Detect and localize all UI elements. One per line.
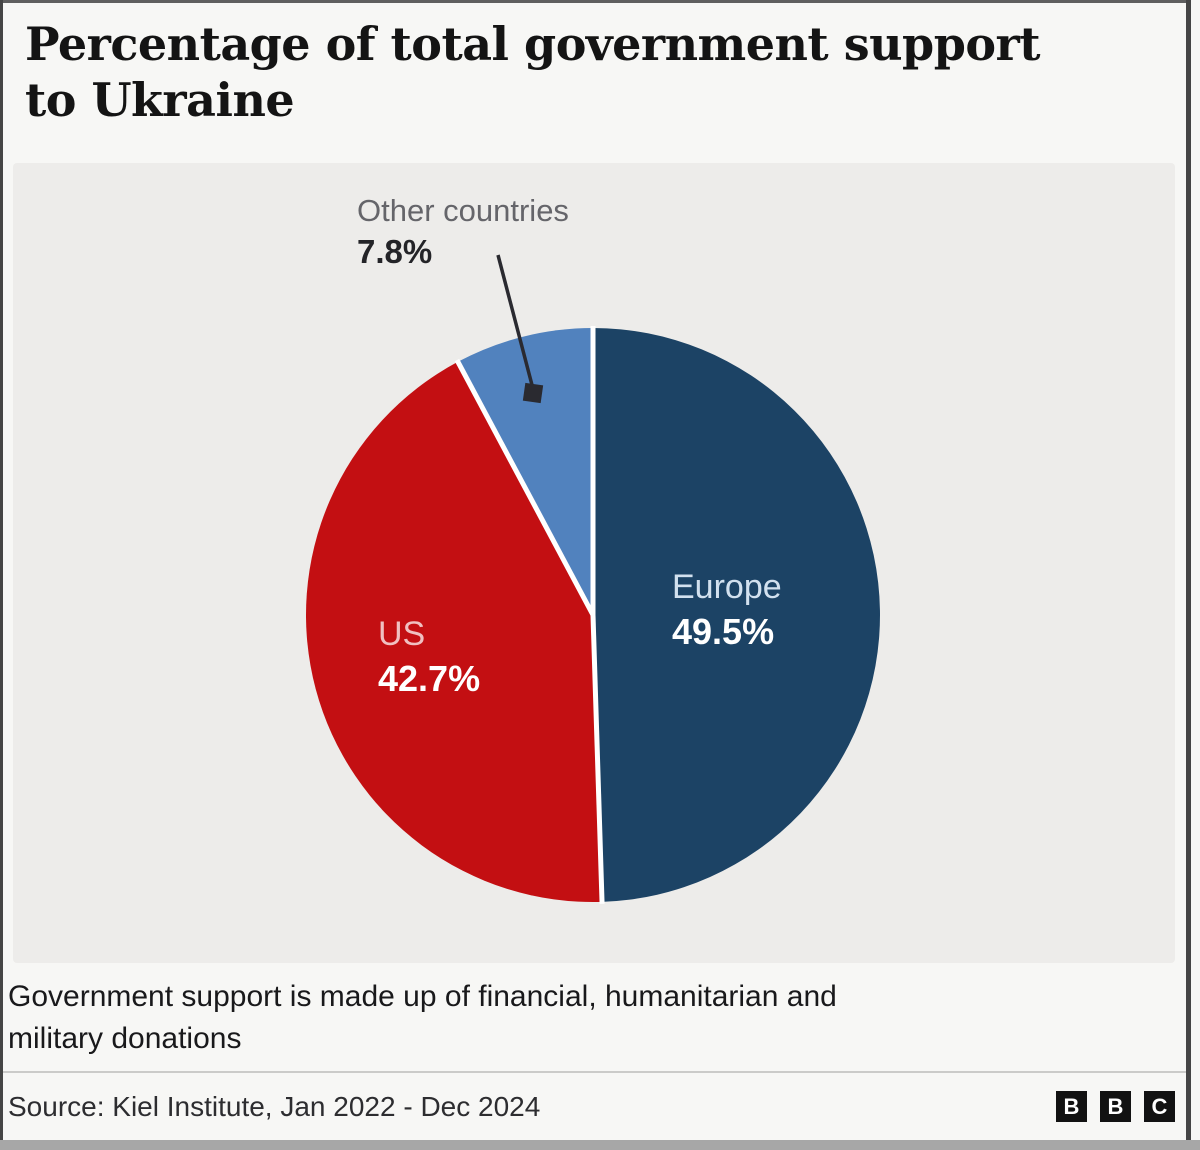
pie-slice-europe (593, 328, 881, 902)
bbc-logo-block-2: B (1100, 1091, 1131, 1122)
label-europe: Europe 49.5% (672, 566, 782, 655)
caption-line-1: Government support is made up of financi… (8, 980, 837, 1013)
frame-border-left (0, 0, 3, 1140)
bbc-logo-block-1: B (1056, 1091, 1087, 1122)
pie-chart (306, 254, 881, 904)
chart-panel: Other countries 7.8% Europe 49.5% US 42.… (13, 163, 1175, 963)
slice-value-us: 42.7% (378, 658, 481, 699)
slice-name-other: Other countries (357, 193, 569, 228)
page-title: Percentage of total government support t… (25, 16, 1145, 128)
slice-name-us: US (378, 615, 426, 653)
title-line-2: to Ukraine (25, 73, 295, 127)
frame-bottom-bar (0, 1140, 1200, 1150)
pie-slice-separator (454, 358, 596, 617)
pie-slice-separator (590, 614, 605, 904)
chart-caption: Government support is made up of financi… (8, 976, 1168, 1060)
title-line-1: Percentage of total government support (25, 17, 1041, 71)
footer: Source: Kiel Institute, Jan 2022 - Dec 2… (0, 1073, 1186, 1140)
bbc-logo-block-3: C (1144, 1091, 1175, 1122)
footer-divider (0, 1071, 1191, 1073)
frame-border-right (1186, 0, 1191, 1140)
source-attribution: Source: Kiel Institute, Jan 2022 - Dec 2… (8, 1090, 541, 1122)
slice-value-europe: 49.5% (672, 611, 775, 652)
slice-name-europe: Europe (672, 568, 782, 606)
caption-line-2: military donations (8, 1022, 242, 1055)
label-other-countries: Other countries 7.8% (357, 191, 569, 273)
slice-value-other: 7.8% (357, 233, 433, 270)
pie-slices (306, 326, 881, 904)
callout-marker (522, 382, 544, 404)
callout-leader-line (496, 254, 534, 386)
frame-border-top (0, 0, 1191, 3)
pie-slice-other-countries (457, 328, 593, 615)
bbc-logo: B B C (1056, 1091, 1175, 1122)
label-us: US 42.7% (378, 613, 480, 702)
